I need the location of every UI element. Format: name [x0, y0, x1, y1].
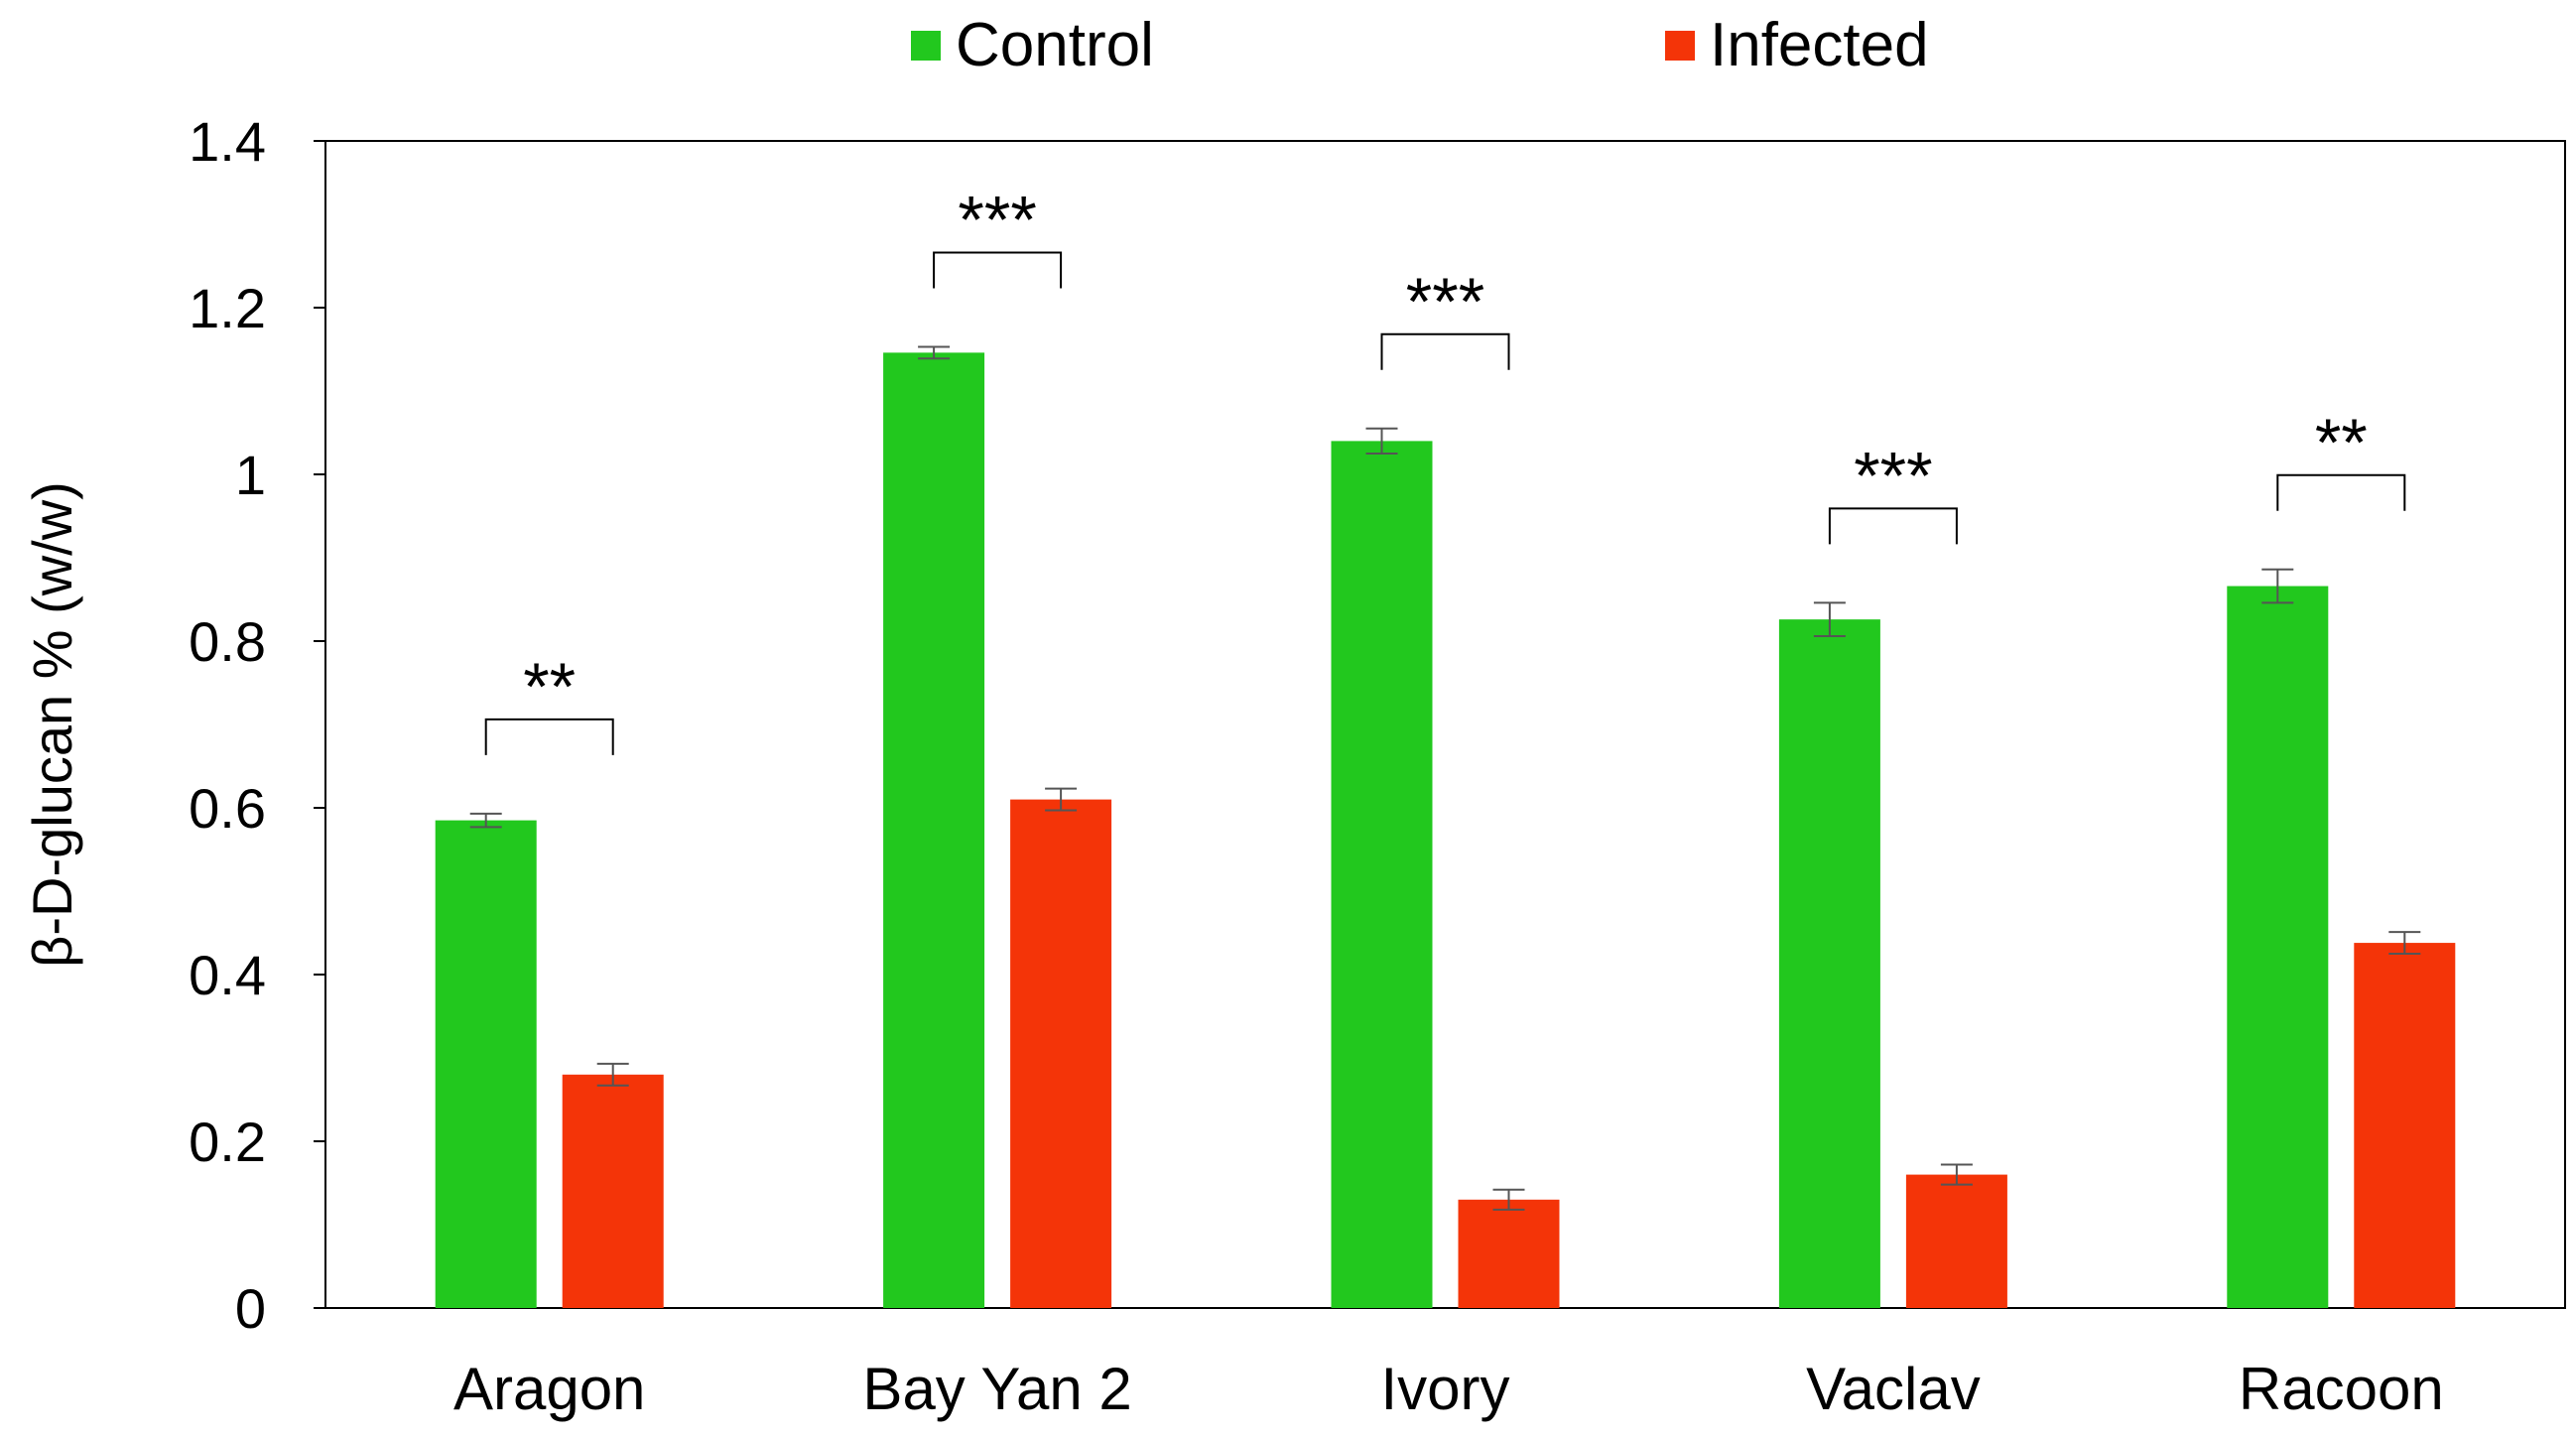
significance-annotations: *********** **: [484, 182, 2406, 755]
y-axis-ticks: 0 0.2 0.4 0.6 0.8 1 1.2 1.4: [189, 110, 325, 1340]
axes: [324, 140, 2566, 1309]
bar-control-racoon: [2227, 586, 2329, 1308]
bar-infected-racoon: [2354, 943, 2456, 1308]
x-category-label: Racoon: [2239, 1356, 2444, 1422]
significance-bracket: [933, 251, 1063, 289]
bar-infected-ivory: [1458, 1199, 1560, 1308]
legend: Control Infected: [911, 11, 1929, 79]
bar-infected-bay-yan-2: [1010, 799, 1112, 1308]
significance-label: **: [2315, 405, 2368, 480]
bar-infected-vaclav: [1905, 1174, 2007, 1308]
legend-swatch-control: [911, 31, 941, 61]
y-tick-label: 1.4: [189, 110, 266, 173]
bar-control-ivory: [1331, 441, 1433, 1308]
y-axis-title: β-D-glucan % (w/w): [21, 481, 83, 968]
bar-control-bay-yan-2: [883, 352, 985, 1308]
legend-swatch-infected: [1665, 31, 1695, 61]
y-tick-label: 1.2: [189, 277, 266, 339]
x-axis-categories: Aragon Bay Yan 2 Ivory Vaclav Racoon: [453, 1356, 2444, 1422]
significance-label: **: [523, 649, 576, 724]
significance-bracket: [484, 718, 614, 755]
y-tick-label: 0.8: [189, 610, 266, 673]
significance-label: ***: [958, 182, 1036, 257]
x-category-label: Vaclav: [1806, 1356, 1981, 1422]
y-tick-label: 1: [235, 444, 266, 506]
significance-bracket: [1828, 507, 1958, 545]
significance-label: ***: [1854, 438, 1932, 513]
legend-label-control: Control: [956, 11, 1154, 79]
y-tick-label: 0: [235, 1277, 266, 1340]
error-bars: [469, 345, 2421, 1211]
bar-infected-aragon: [562, 1074, 664, 1308]
significance-label: ***: [1406, 264, 1484, 339]
plot-frame: [324, 140, 2566, 1309]
x-category-label: Aragon: [453, 1356, 645, 1422]
y-tick-label: 0.2: [189, 1111, 266, 1173]
y-tick-label: 0.6: [189, 777, 266, 840]
significance-bracket: [1380, 332, 1510, 370]
legend-label-infected: Infected: [1710, 11, 1929, 79]
x-category-label: Ivory: [1380, 1356, 1509, 1422]
bar-control-vaclav: [1778, 619, 1880, 1308]
y-tick-label: 0.4: [189, 944, 266, 1006]
significance-bracket: [2276, 473, 2406, 511]
bar-control-aragon: [435, 820, 537, 1308]
bars: [435, 352, 2456, 1308]
x-category-label: Bay Yan 2: [862, 1356, 1131, 1422]
